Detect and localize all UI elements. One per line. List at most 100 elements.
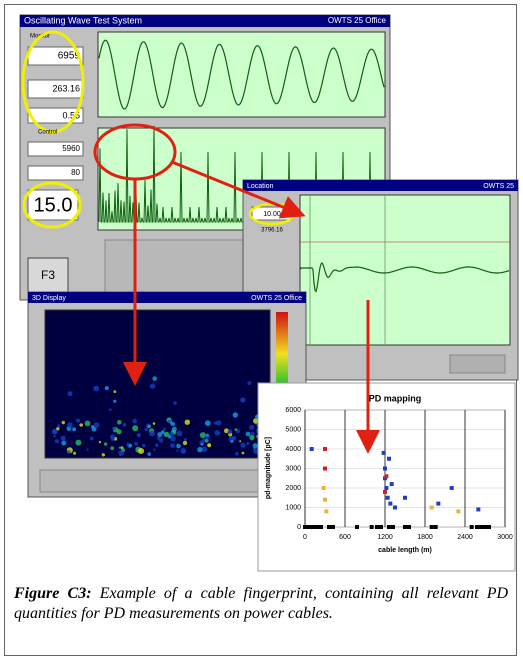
readout: 263.16 xyxy=(52,83,80,93)
heat-spot xyxy=(72,427,76,431)
point xyxy=(387,525,391,529)
heat-spot xyxy=(253,443,258,448)
heat-spot xyxy=(171,422,175,426)
point xyxy=(303,525,307,529)
heat-spot xyxy=(117,420,122,425)
heat-spot xyxy=(163,428,166,431)
point xyxy=(483,525,487,529)
point xyxy=(315,525,319,529)
y-tick-label: 0 xyxy=(297,524,301,531)
heat-spot xyxy=(233,412,238,417)
point xyxy=(319,525,323,529)
point xyxy=(307,525,311,529)
point xyxy=(403,496,407,500)
point xyxy=(324,509,328,513)
heat-spot xyxy=(180,448,186,454)
point xyxy=(387,457,391,461)
heat-spot xyxy=(168,435,171,438)
y-tick-label: 2000 xyxy=(285,485,301,492)
heat-spot xyxy=(206,434,209,437)
heat-spot xyxy=(105,386,109,390)
readout: 3796.16 xyxy=(261,228,283,234)
point xyxy=(434,525,438,529)
heat-spot xyxy=(170,443,175,448)
heat-spot xyxy=(73,452,76,455)
point xyxy=(323,467,327,471)
heat-spot xyxy=(137,433,141,437)
heat-spot xyxy=(184,438,187,441)
point xyxy=(382,451,386,455)
function-key[interactable]: F3 xyxy=(41,268,55,282)
page: Oscillating Wave Test System OWTS 25 Off… xyxy=(0,0,523,662)
heat-spot xyxy=(55,439,59,443)
point xyxy=(407,525,411,529)
point xyxy=(390,482,394,486)
point xyxy=(310,447,314,451)
heat-spot xyxy=(249,435,254,440)
heat-spot xyxy=(93,386,99,392)
window-edition: OWTS 25 Office xyxy=(251,295,302,302)
point xyxy=(323,498,327,502)
point xyxy=(430,525,434,529)
point xyxy=(311,525,315,529)
heat-spot xyxy=(67,422,73,428)
readout: 5960 xyxy=(62,144,80,153)
heat-spot xyxy=(68,391,73,396)
heat-spot xyxy=(177,431,183,437)
heat-spot xyxy=(57,424,60,427)
caption-label: Figure C3: xyxy=(14,585,92,602)
heat-spot xyxy=(201,443,204,446)
heat-spot xyxy=(61,441,66,446)
heat-spot xyxy=(113,390,116,393)
y-tick-label: 6000 xyxy=(285,407,301,414)
y-tick-label: 3000 xyxy=(285,465,301,472)
point xyxy=(475,525,479,529)
heat-spot xyxy=(251,432,255,436)
point xyxy=(479,525,483,529)
point xyxy=(386,496,390,500)
heat-spot xyxy=(153,449,155,451)
heat-spot xyxy=(159,438,164,443)
heat-spot xyxy=(153,422,156,425)
heat-spot xyxy=(235,428,238,431)
point xyxy=(487,525,491,529)
y-tick-label: 4000 xyxy=(285,446,301,453)
heat-spot xyxy=(61,436,66,441)
heat-spot xyxy=(76,419,80,423)
heat-spot xyxy=(75,440,81,446)
heat-spot xyxy=(67,450,71,454)
heat-spot xyxy=(197,447,202,452)
point xyxy=(476,507,480,511)
x-tick-label: 3000 xyxy=(497,534,513,541)
heat-spot xyxy=(183,441,187,445)
heat-spot xyxy=(168,420,171,423)
heat-spot xyxy=(52,429,57,434)
heat-spot xyxy=(177,450,179,452)
point xyxy=(450,486,454,490)
point xyxy=(391,525,395,529)
heat-spot xyxy=(104,442,107,445)
heat-spot xyxy=(94,422,100,428)
point xyxy=(383,467,387,471)
heat-spot xyxy=(228,429,232,433)
heat-spot xyxy=(62,421,65,424)
heat-spot xyxy=(200,432,206,438)
window-title: 3D Display xyxy=(32,295,66,302)
point xyxy=(383,490,387,494)
heat-spot xyxy=(99,441,101,443)
figure: Oscillating Wave Test System OWTS 25 Off… xyxy=(0,0,523,580)
heat-spot xyxy=(173,401,177,405)
point xyxy=(393,506,397,510)
heat-spot xyxy=(142,444,146,448)
y-tick-label: 5000 xyxy=(285,426,301,433)
x-tick-label: 1200 xyxy=(377,534,393,541)
heat-spot xyxy=(132,425,138,431)
readout: 10.00 xyxy=(263,211,281,218)
point xyxy=(436,502,440,506)
heat-spot xyxy=(240,443,245,448)
point xyxy=(322,486,326,490)
heat-spot xyxy=(147,452,151,456)
heat-spot xyxy=(150,383,155,388)
heat-spot xyxy=(112,427,116,431)
heat-spot xyxy=(123,423,127,427)
